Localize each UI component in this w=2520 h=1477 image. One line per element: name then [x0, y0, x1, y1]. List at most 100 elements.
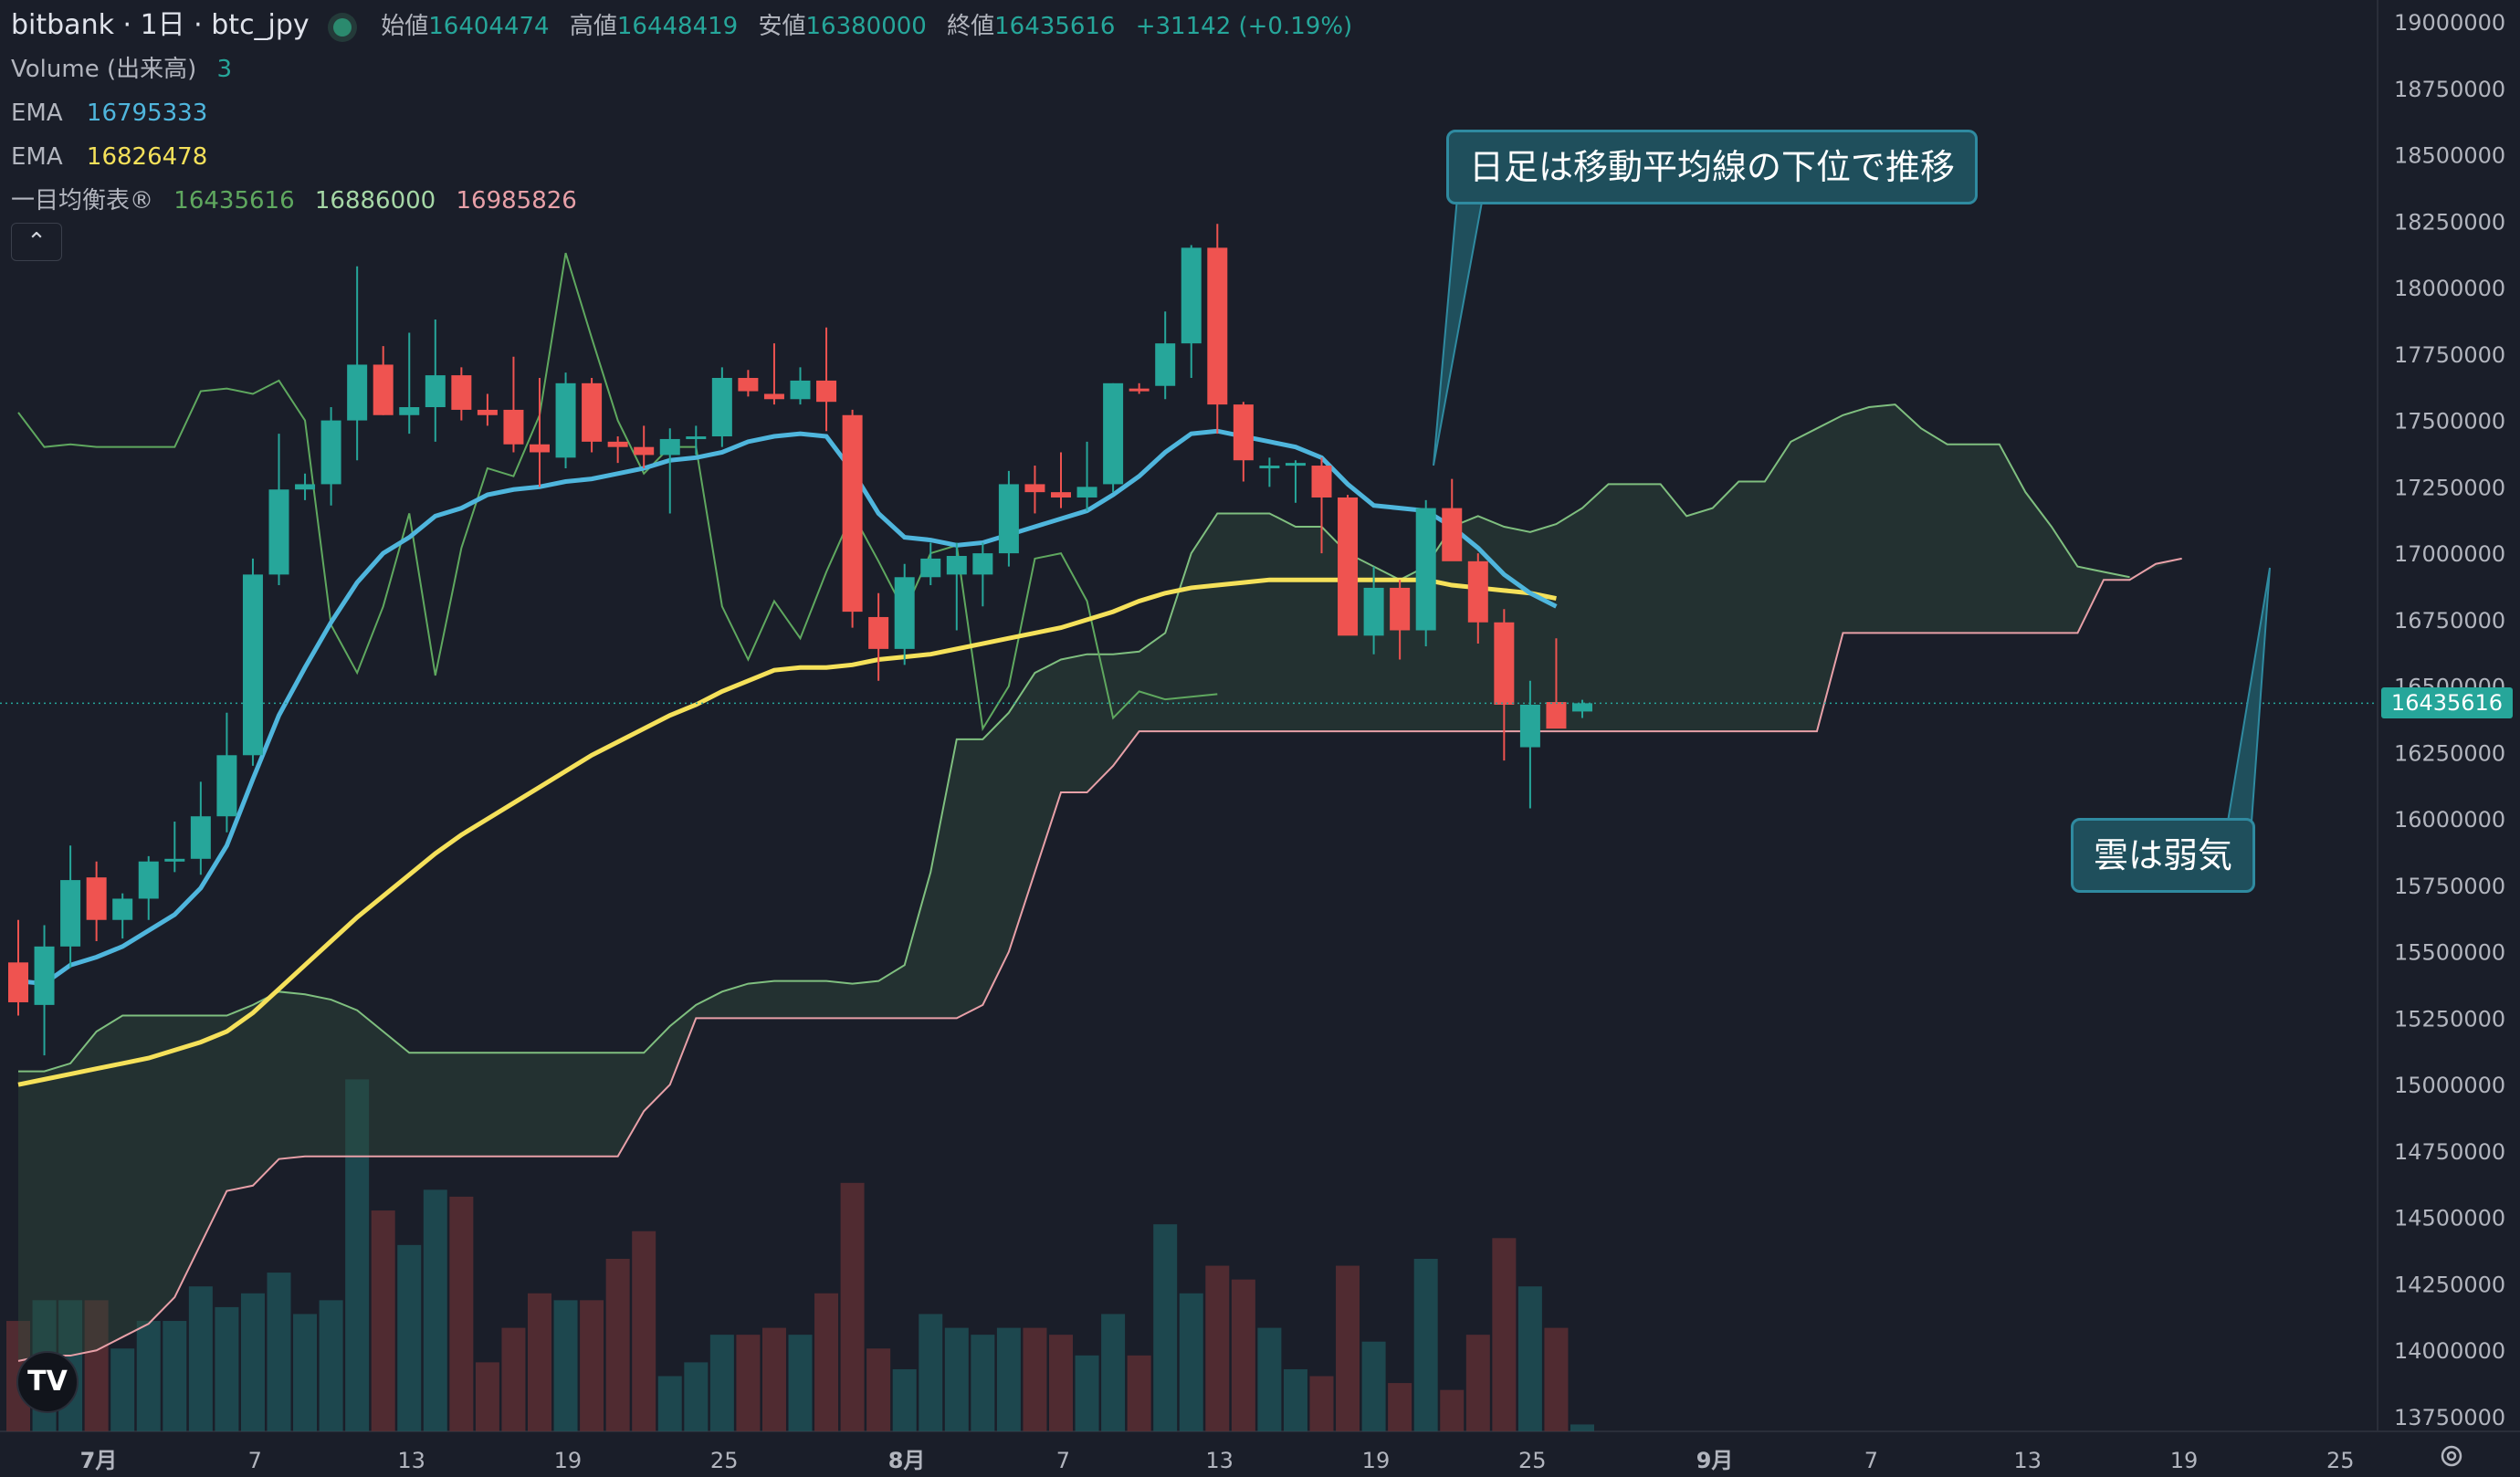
volume-bar: [423, 1189, 447, 1431]
annotation-callout-ma[interactable]: 日足は移動平均線の下位で推移: [1446, 130, 1979, 204]
ichimoku-value-2: 16886000: [314, 187, 436, 215]
price-axis-tick: 19000000: [2394, 10, 2505, 36]
volume-bar: [814, 1293, 839, 1431]
legend-volume-row[interactable]: Volume (出来高) 3: [11, 47, 1365, 91]
annotation-callout-cloud[interactable]: 雲は弱気: [2071, 818, 2256, 893]
legend-collapse-button[interactable]: ⌃: [11, 223, 62, 261]
volume-bar: [215, 1306, 239, 1431]
candle-body: [295, 484, 316, 490]
candle-body: [738, 378, 759, 392]
ohlc-low-value: 16380000: [805, 13, 927, 40]
volume-bar: [1179, 1293, 1203, 1431]
candle-body: [1233, 404, 1254, 461]
candle-body: [86, 877, 107, 920]
price-axis-tick: 18000000: [2394, 276, 2505, 301]
candle-body: [868, 616, 889, 649]
callout-pointer: [2226, 567, 2271, 822]
senkou-span-b-line: [17, 557, 2182, 1362]
candle-body: [946, 556, 967, 575]
time-axis-tick: 7: [248, 1448, 262, 1473]
gear-icon[interactable]: [2436, 1440, 2467, 1472]
market-status-icon: [332, 17, 352, 37]
volume-bar: [736, 1335, 761, 1431]
candle-body: [530, 444, 550, 453]
price-axis-tick: 15750000: [2394, 874, 2505, 899]
volume-bar: [1388, 1383, 1412, 1431]
price-axis-tick: 15000000: [2394, 1073, 2505, 1098]
volume-bar: [1127, 1355, 1151, 1431]
volume-bar: [475, 1362, 499, 1431]
volume-bar: [1205, 1265, 1230, 1431]
senkou-span-a-line: [18, 403, 2130, 1073]
candle-body: [634, 446, 655, 456]
chikou-span-line: [17, 252, 1218, 732]
price-axis-tick: 18500000: [2394, 143, 2505, 169]
candle-body: [34, 946, 55, 1005]
ichimoku-value-3: 16985826: [456, 187, 577, 215]
candle-body: [60, 880, 81, 947]
candle-body: [477, 409, 498, 415]
volume-value: 3: [216, 56, 233, 83]
candle-body: [164, 858, 185, 862]
price-axis-tick: 16750000: [2394, 608, 2505, 634]
volume-bar: [840, 1182, 865, 1431]
candle-body: [216, 755, 237, 817]
volume-bar: [919, 1314, 943, 1431]
time-axis-tick: 25: [1518, 1448, 1547, 1473]
tradingview-logo-icon[interactable]: TV: [16, 1351, 79, 1413]
candle-body: [1207, 247, 1228, 405]
ohlc-close-value: 16435616: [994, 13, 1116, 40]
price-axis-tick: 15250000: [2394, 1006, 2505, 1032]
ichimoku-value-1: 16435616: [173, 187, 295, 215]
volume-bar: [761, 1327, 786, 1431]
volume-bar: [632, 1231, 656, 1431]
time-axis-tick: 7: [1056, 1448, 1070, 1473]
candle-body: [1494, 622, 1515, 705]
volume-bar: [1492, 1238, 1517, 1431]
volume-bar: [605, 1258, 630, 1431]
legend-ema-slow-row[interactable]: EMA 16826478: [11, 135, 1365, 179]
candle-body: [998, 484, 1019, 554]
time-axis-tick: 7月: [80, 1448, 118, 1473]
volume-bar: [971, 1335, 995, 1431]
chart-legend: bitbank · 1日 · btc_jpy 始値16404474 高値1644…: [11, 4, 1365, 223]
candle-body: [425, 375, 446, 408]
volume-bar: [1231, 1279, 1255, 1431]
price-axis-tick: 14750000: [2394, 1139, 2505, 1165]
price-axis-tick: 13750000: [2394, 1405, 2505, 1430]
candle-body: [373, 364, 394, 415]
volume-bar: [1049, 1335, 1073, 1431]
legend-ema-fast-row[interactable]: EMA 16795333: [11, 91, 1365, 135]
volume-bar: [1153, 1224, 1178, 1431]
volume-bar: [1309, 1376, 1334, 1431]
candle-body: [1519, 704, 1540, 748]
ema-fast-label: EMA: [11, 100, 63, 127]
candle-body: [1390, 587, 1411, 631]
candle-body: [1181, 247, 1202, 344]
volume-bar: [657, 1376, 682, 1431]
candle-body: [8, 962, 28, 1002]
volume-bar: [397, 1244, 422, 1431]
volume-bar: [1517, 1286, 1542, 1431]
candle-body: [686, 436, 707, 440]
legend-ichimoku-row[interactable]: 一目均衡表® 16435616 16886000 16985826: [11, 179, 1365, 223]
ema-slow-label: EMA: [11, 143, 63, 171]
symbol-title[interactable]: bitbank · 1日 · btc_jpy: [11, 9, 310, 41]
volume-bar: [1336, 1265, 1360, 1431]
price-axis-tick: 17500000: [2394, 409, 2505, 435]
price-axis-tick: 18750000: [2394, 77, 2505, 102]
volume-bar: [1570, 1424, 1594, 1431]
volume-bar: [1440, 1389, 1465, 1431]
candle-body: [190, 816, 211, 859]
price-change: +31142 (+0.19%): [1135, 13, 1353, 40]
candle-body: [1572, 703, 1592, 712]
volume-bar: [293, 1314, 318, 1431]
time-axis-tick: 19: [2170, 1448, 2199, 1473]
candle-body: [1024, 484, 1045, 493]
price-axis-tick: 14250000: [2394, 1272, 2505, 1297]
ohlc-high-label: 高値: [569, 13, 617, 40]
volume-bar: [163, 1321, 187, 1431]
price-axis-tick: 16250000: [2394, 740, 2505, 766]
candle-body: [242, 574, 263, 756]
